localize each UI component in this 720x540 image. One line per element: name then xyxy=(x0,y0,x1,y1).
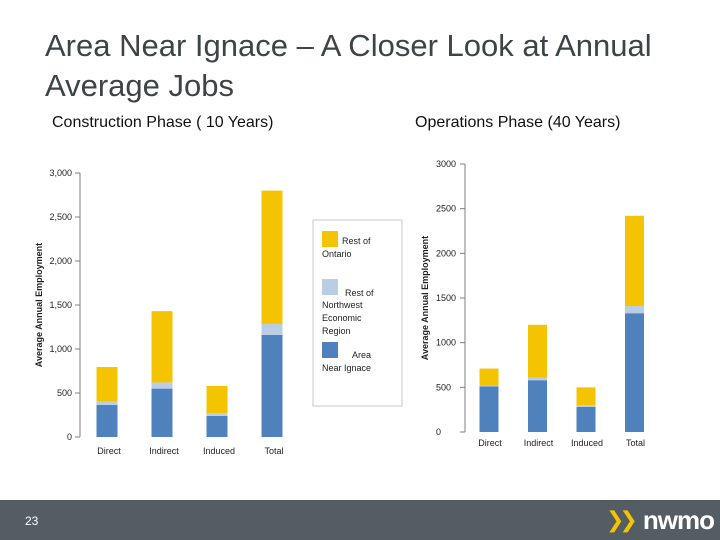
construction-bar-segment xyxy=(96,404,118,437)
construction-category-label: Indirect xyxy=(149,446,179,456)
construction-y-tick-label: 3,000 xyxy=(49,168,72,178)
operations-bar-segment xyxy=(528,377,547,381)
legend-label: Region xyxy=(322,326,351,336)
construction-chart: 0 500 1,000 1,500 2,000 2,500 3,000 Average Ann… xyxy=(34,168,284,456)
legend-label: Economic xyxy=(322,313,362,323)
operations-phase-subtitle: Operations Phase (40 Years) xyxy=(415,114,621,131)
operations-bar-segment xyxy=(625,306,644,314)
construction-y-tick-label: 2,000 xyxy=(49,256,72,266)
footer-bar: 23 ❯❯ nwmo xyxy=(0,500,720,540)
operations-category-label: Direct xyxy=(478,438,502,448)
construction-bar-segment xyxy=(261,190,283,324)
construction-y-tick-label: 1,000 xyxy=(49,344,72,354)
double-chevron-logo-icon: ❯❯ xyxy=(606,507,638,533)
legend-swatch xyxy=(322,279,338,295)
construction-bar-segment xyxy=(96,367,118,402)
operations-y-tick-label: 1000 xyxy=(436,338,456,348)
construction-category-label: Induced xyxy=(203,446,235,456)
operations-y-tick-label: 0 xyxy=(436,427,441,437)
charts-canvas: 0 500 1,000 1,500 2,000 2,500 3,000 Average Ann… xyxy=(34,159,645,456)
operations-bar-segment xyxy=(576,406,596,432)
operations-category-label: Total xyxy=(626,438,645,448)
legend-label: Rest of xyxy=(345,288,374,298)
legend-swatch xyxy=(322,231,338,247)
construction-y-tick-label: 500 xyxy=(57,388,72,398)
construction-y-tick-label: 1,500 xyxy=(49,300,72,310)
legend-label: Area xyxy=(352,350,371,360)
construction-bar-segment xyxy=(151,311,173,383)
legend-swatch xyxy=(322,342,338,358)
construction-y-tick-label: 2,500 xyxy=(49,212,72,222)
operations-bar-segment xyxy=(576,387,596,406)
operations-y-tick-label: 1500 xyxy=(436,293,456,303)
construction-bar-segment xyxy=(261,323,283,335)
operations-y-tick-label: 3000 xyxy=(436,159,456,169)
legend-box xyxy=(312,219,403,407)
operations-y-tick-label: 2000 xyxy=(436,248,456,258)
construction-bar-segment xyxy=(206,415,228,437)
construction-bar-segment xyxy=(151,388,173,437)
construction-bar-segment xyxy=(206,385,228,414)
construction-bar-segment xyxy=(96,401,118,405)
construction-y-tick-label: 0 xyxy=(67,432,72,442)
operations-category-label: Induced xyxy=(571,438,603,448)
operations-y-tick-label: 500 xyxy=(436,382,451,392)
operations-chart: 0 500 1000 1500 2000 2500 3000 Average Annual E… xyxy=(420,159,645,448)
operations-bar-segment xyxy=(625,313,644,432)
operations-y-tick-label: 2500 xyxy=(436,204,456,214)
legend-label: Near Ignace xyxy=(322,363,371,373)
operations-bar-segment xyxy=(479,385,499,387)
legend-label: Rest of xyxy=(342,236,371,246)
construction-category-label: Total xyxy=(264,446,283,456)
operations-bar-segment xyxy=(479,368,499,386)
legend: Rest of Ontario Rest of Northwest Economic Re… xyxy=(312,219,403,407)
construction-phase-subtitle: Construction Phase ( 10 Years) xyxy=(52,114,274,131)
construction-y-axis-title: Average Annual Employment xyxy=(34,243,44,367)
operations-category-label: Indirect xyxy=(524,438,554,448)
operations-bar-segment xyxy=(528,324,547,378)
legend-label: Ontario xyxy=(322,249,352,259)
operations-bar-segment xyxy=(625,215,644,307)
page-number: 23 xyxy=(25,514,39,528)
nwmo-logo: ❯❯ nwmo xyxy=(606,504,715,535)
operations-bar-segment xyxy=(576,405,596,407)
operations-y-axis-title: Average Annual Employment xyxy=(420,236,430,360)
slide-title: Area Near Ignace – A Closer Look at Annu… xyxy=(45,28,652,103)
operations-bar-segment xyxy=(528,380,547,432)
construction-bar-segment xyxy=(206,413,228,416)
logo-text: nwmo xyxy=(642,504,715,535)
construction-bar-segment xyxy=(151,382,173,389)
operations-bar-segment xyxy=(479,386,499,432)
construction-category-label: Direct xyxy=(97,446,121,456)
legend-label: Northwest xyxy=(322,300,363,310)
construction-bar-segment xyxy=(261,334,283,437)
